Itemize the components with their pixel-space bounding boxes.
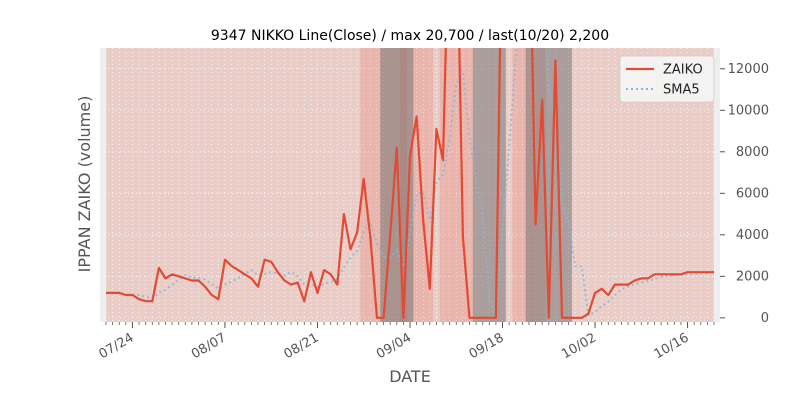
series-lines (106, 48, 715, 319)
shaded-band (400, 48, 414, 322)
y-tick-label: 12000 (728, 62, 769, 77)
y-axis-title: IPPAN ZAIKO (volume) (75, 96, 94, 273)
legend-label-zaiko: ZAIKO (663, 63, 703, 78)
y-tick-label: 8000 (736, 145, 769, 160)
legend: ZAIKO SMA5 (619, 55, 715, 103)
x-tick-label: 07/24 (96, 330, 136, 362)
y-tick-label: 4000 (736, 228, 769, 243)
shaded-band (525, 48, 539, 322)
y-tick-label: 0 (761, 311, 769, 326)
shaded-band (380, 48, 401, 322)
x-tick-label: 08/21 (282, 330, 322, 362)
x-axis-ticks: 07/24 08/07 08/21 09/04 09/18 10/02 10/16 (96, 322, 715, 362)
x-tick-label: 08/07 (189, 330, 229, 362)
x-tick-label: 09/04 (374, 330, 414, 362)
shaded-band (472, 48, 506, 322)
x-axis-title: DATE (389, 367, 431, 386)
y-tick-label: 6000 (736, 186, 769, 201)
shaded-bands (360, 48, 572, 322)
x-tick-label: 10/16 (652, 330, 692, 362)
chart-title: 9347 NIKKO Line(Close) / max 20,700 / la… (211, 28, 609, 44)
series-line-sma5 (132, 48, 715, 319)
x-tick-label: 10/02 (559, 330, 599, 362)
y-axis-ticks: 0 2000 4000 6000 8000 10000 12000 (720, 62, 769, 326)
legend-label-sma5: SMA5 (663, 83, 700, 98)
series-line-zaiko (106, 48, 714, 319)
x-tick-label: 09/18 (467, 330, 507, 362)
y-tick-label: 2000 (736, 269, 769, 284)
legend-box (619, 55, 715, 103)
y-tick-label: 10000 (728, 103, 769, 118)
